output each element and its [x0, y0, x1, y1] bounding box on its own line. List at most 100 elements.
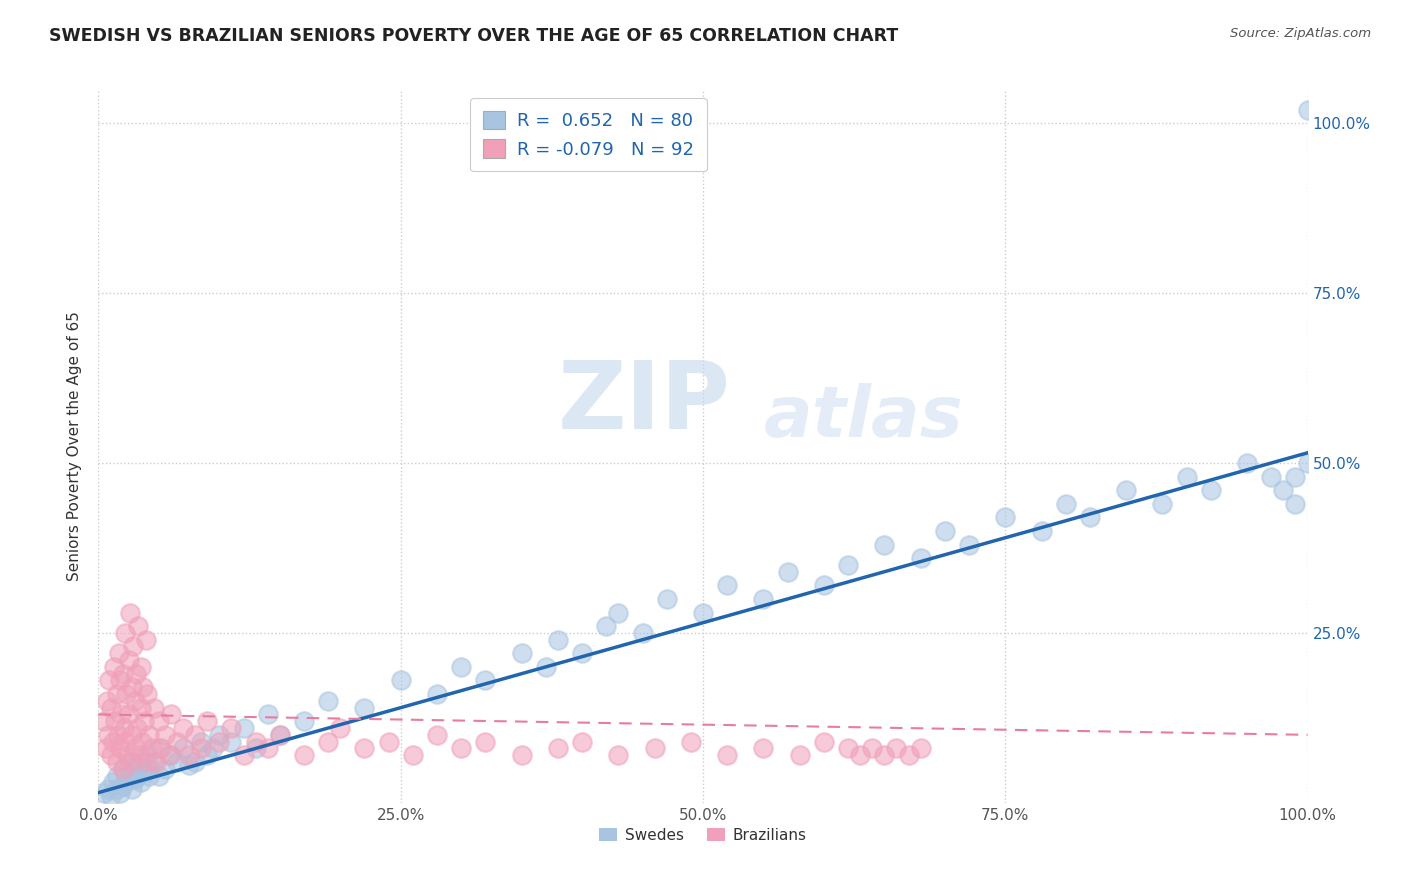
Point: [120, 728, 142, 742]
Point: [190, 741, 212, 756]
Point: [474, 734, 496, 748]
Point: [510, 646, 533, 660]
Point: [160, 707, 183, 722]
Point: [105, 687, 128, 701]
Point: [93, 786, 115, 800]
Point: [148, 741, 170, 756]
Point: [1031, 524, 1053, 538]
Point: [160, 748, 183, 763]
Point: [115, 687, 138, 701]
Point: [135, 687, 157, 701]
Point: [134, 714, 156, 729]
Point: [910, 551, 932, 566]
Point: [118, 769, 141, 783]
Point: [245, 734, 267, 748]
Point: [134, 765, 156, 780]
Point: [129, 755, 152, 769]
Point: [837, 741, 859, 756]
Point: [118, 653, 141, 667]
Point: [121, 782, 143, 797]
Point: [101, 734, 124, 748]
Point: [692, 606, 714, 620]
Point: [910, 741, 932, 756]
Point: [121, 755, 143, 769]
Point: [127, 769, 149, 783]
Point: [97, 728, 120, 742]
Point: [114, 775, 136, 789]
Point: [232, 721, 254, 735]
Point: [269, 728, 291, 742]
Point: [1272, 483, 1295, 498]
Point: [131, 734, 153, 748]
Point: [179, 758, 201, 772]
Point: [108, 646, 131, 660]
Point: [108, 741, 131, 756]
Point: [100, 700, 122, 714]
Point: [121, 680, 143, 694]
Y-axis label: Seniors Poverty Over the Age of 65: Seniors Poverty Over the Age of 65: [67, 311, 83, 581]
Point: [208, 728, 231, 742]
Point: [813, 734, 835, 748]
Point: [1236, 456, 1258, 470]
Point: [655, 591, 678, 606]
Point: [166, 734, 188, 748]
Point: [135, 748, 157, 763]
Point: [96, 694, 118, 708]
Point: [1199, 483, 1222, 498]
Point: [595, 619, 617, 633]
Point: [1115, 483, 1137, 498]
Text: ZIP: ZIP: [558, 357, 731, 450]
Point: [994, 510, 1017, 524]
Point: [571, 646, 593, 660]
Point: [547, 632, 569, 647]
Point: [100, 748, 122, 763]
Point: [135, 632, 157, 647]
Point: [897, 748, 920, 763]
Point: [221, 734, 243, 748]
Point: [353, 700, 375, 714]
Point: [127, 721, 149, 735]
Point: [122, 640, 145, 654]
Point: [103, 660, 125, 674]
Point: [118, 755, 141, 769]
Point: [873, 748, 896, 763]
Point: [110, 707, 132, 722]
Point: [208, 734, 231, 748]
Text: Source: ZipAtlas.com: Source: ZipAtlas.com: [1230, 27, 1371, 40]
Point: [142, 755, 165, 769]
Point: [148, 769, 170, 783]
Point: [145, 755, 167, 769]
Point: [510, 748, 533, 763]
Point: [426, 687, 449, 701]
Point: [316, 694, 339, 708]
Point: [172, 741, 194, 756]
Point: [195, 714, 218, 729]
Point: [547, 741, 569, 756]
Point: [269, 728, 291, 742]
Point: [607, 606, 630, 620]
Point: [450, 660, 472, 674]
Point: [1054, 497, 1077, 511]
Point: [292, 748, 315, 763]
Point: [138, 728, 160, 742]
Point: [873, 537, 896, 551]
Point: [111, 762, 134, 776]
Point: [98, 673, 121, 688]
Point: [1078, 510, 1101, 524]
Point: [316, 734, 339, 748]
Point: [329, 721, 352, 735]
Point: [184, 728, 207, 742]
Point: [752, 741, 775, 756]
Point: [129, 775, 152, 789]
Point: [111, 666, 134, 681]
Point: [571, 734, 593, 748]
Point: [1260, 469, 1282, 483]
Point: [426, 728, 449, 742]
Point: [245, 741, 267, 756]
Point: [474, 673, 496, 688]
Point: [644, 741, 666, 756]
Point: [114, 734, 136, 748]
Point: [752, 591, 775, 606]
Point: [143, 700, 166, 714]
Point: [679, 734, 702, 748]
